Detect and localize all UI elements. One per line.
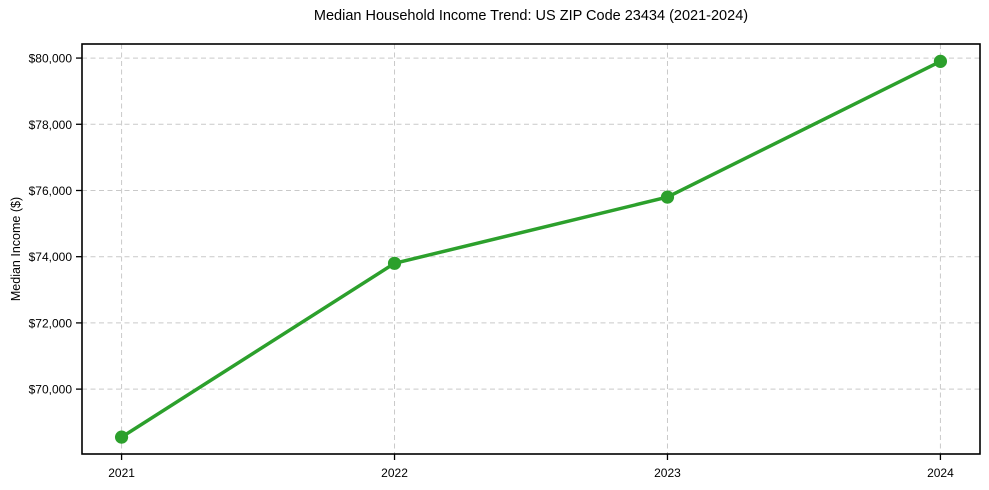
trend-line xyxy=(119,59,943,439)
y-tick-label: $74,000 xyxy=(29,250,73,264)
y-tick-label: $72,000 xyxy=(29,316,73,330)
chart-title: Median Household Income Trend: US ZIP Co… xyxy=(313,8,749,24)
data-point-2022 xyxy=(387,256,402,270)
x-tick-label: 2023 xyxy=(654,466,681,480)
axes-border xyxy=(81,43,981,455)
data-point-2021 xyxy=(114,430,129,444)
x-tick-label: 2024 xyxy=(927,466,954,480)
data-point-2023 xyxy=(660,190,675,204)
data-point-2024 xyxy=(933,54,948,68)
y-tick-label: $78,000 xyxy=(29,118,73,132)
x-tick-label: 2021 xyxy=(108,466,135,480)
y-tick-label: $80,000 xyxy=(29,52,73,66)
y-tick-label: $70,000 xyxy=(29,383,73,397)
y-tick-label: $76,000 xyxy=(29,184,73,198)
x-tick-label: 2022 xyxy=(381,466,408,480)
